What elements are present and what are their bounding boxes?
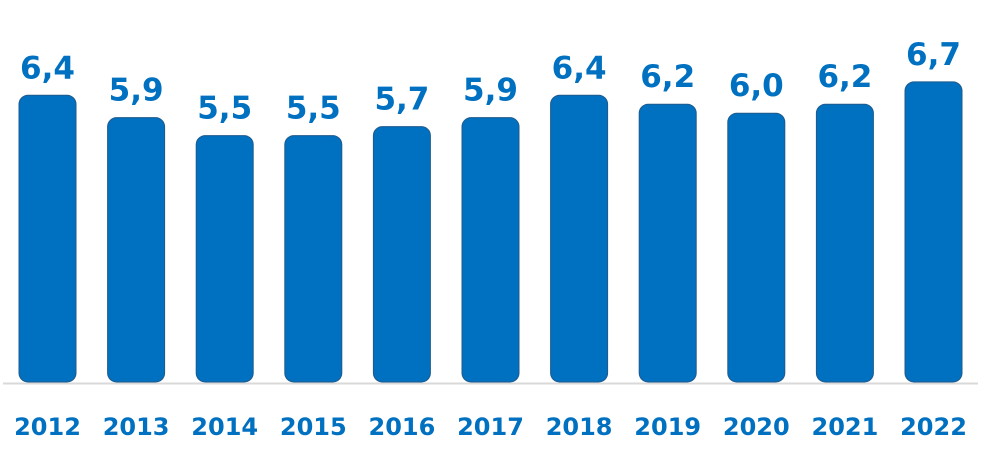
value-label-2022: 6,7 xyxy=(906,37,961,73)
value-label-2013: 5,9 xyxy=(109,73,164,109)
bar-2014 xyxy=(195,135,254,383)
x-tick-label-2016: 2016 xyxy=(369,413,436,441)
value-label-2012: 6,4 xyxy=(20,50,75,86)
value-label-2016: 5,7 xyxy=(374,82,429,118)
x-tick-label-2013: 2013 xyxy=(103,413,170,441)
value-label-2018: 6,4 xyxy=(552,50,607,86)
x-tick-label-2018: 2018 xyxy=(546,413,613,441)
bar-2013 xyxy=(107,117,166,383)
x-tick-label-2021: 2021 xyxy=(812,413,879,441)
x-tick-label-2020: 2020 xyxy=(723,413,790,441)
x-tick-label-2022: 2022 xyxy=(900,413,967,441)
x-tick-label-2012: 2012 xyxy=(14,413,81,441)
bar-2015 xyxy=(284,135,343,383)
x-tick-label-2017: 2017 xyxy=(457,413,524,441)
bar-2020 xyxy=(727,112,786,383)
value-label-2021: 6,2 xyxy=(817,59,872,95)
x-tick-label-2015: 2015 xyxy=(280,413,347,441)
x-tick-label-2019: 2019 xyxy=(634,413,701,441)
value-label-2014: 5,5 xyxy=(197,91,252,127)
bar-2017 xyxy=(461,117,520,383)
bar-2019 xyxy=(638,103,697,383)
x-tick-label-2014: 2014 xyxy=(191,413,258,441)
value-label-2015: 5,5 xyxy=(286,91,341,127)
bar-2012 xyxy=(18,94,77,383)
bar-2016 xyxy=(372,126,431,383)
value-label-2019: 6,2 xyxy=(640,59,695,95)
bar-2018 xyxy=(550,94,609,383)
value-label-2020: 6,0 xyxy=(729,68,784,104)
bar-2021 xyxy=(815,103,874,383)
value-label-2017: 5,9 xyxy=(463,73,518,109)
bar-2022 xyxy=(904,81,963,383)
